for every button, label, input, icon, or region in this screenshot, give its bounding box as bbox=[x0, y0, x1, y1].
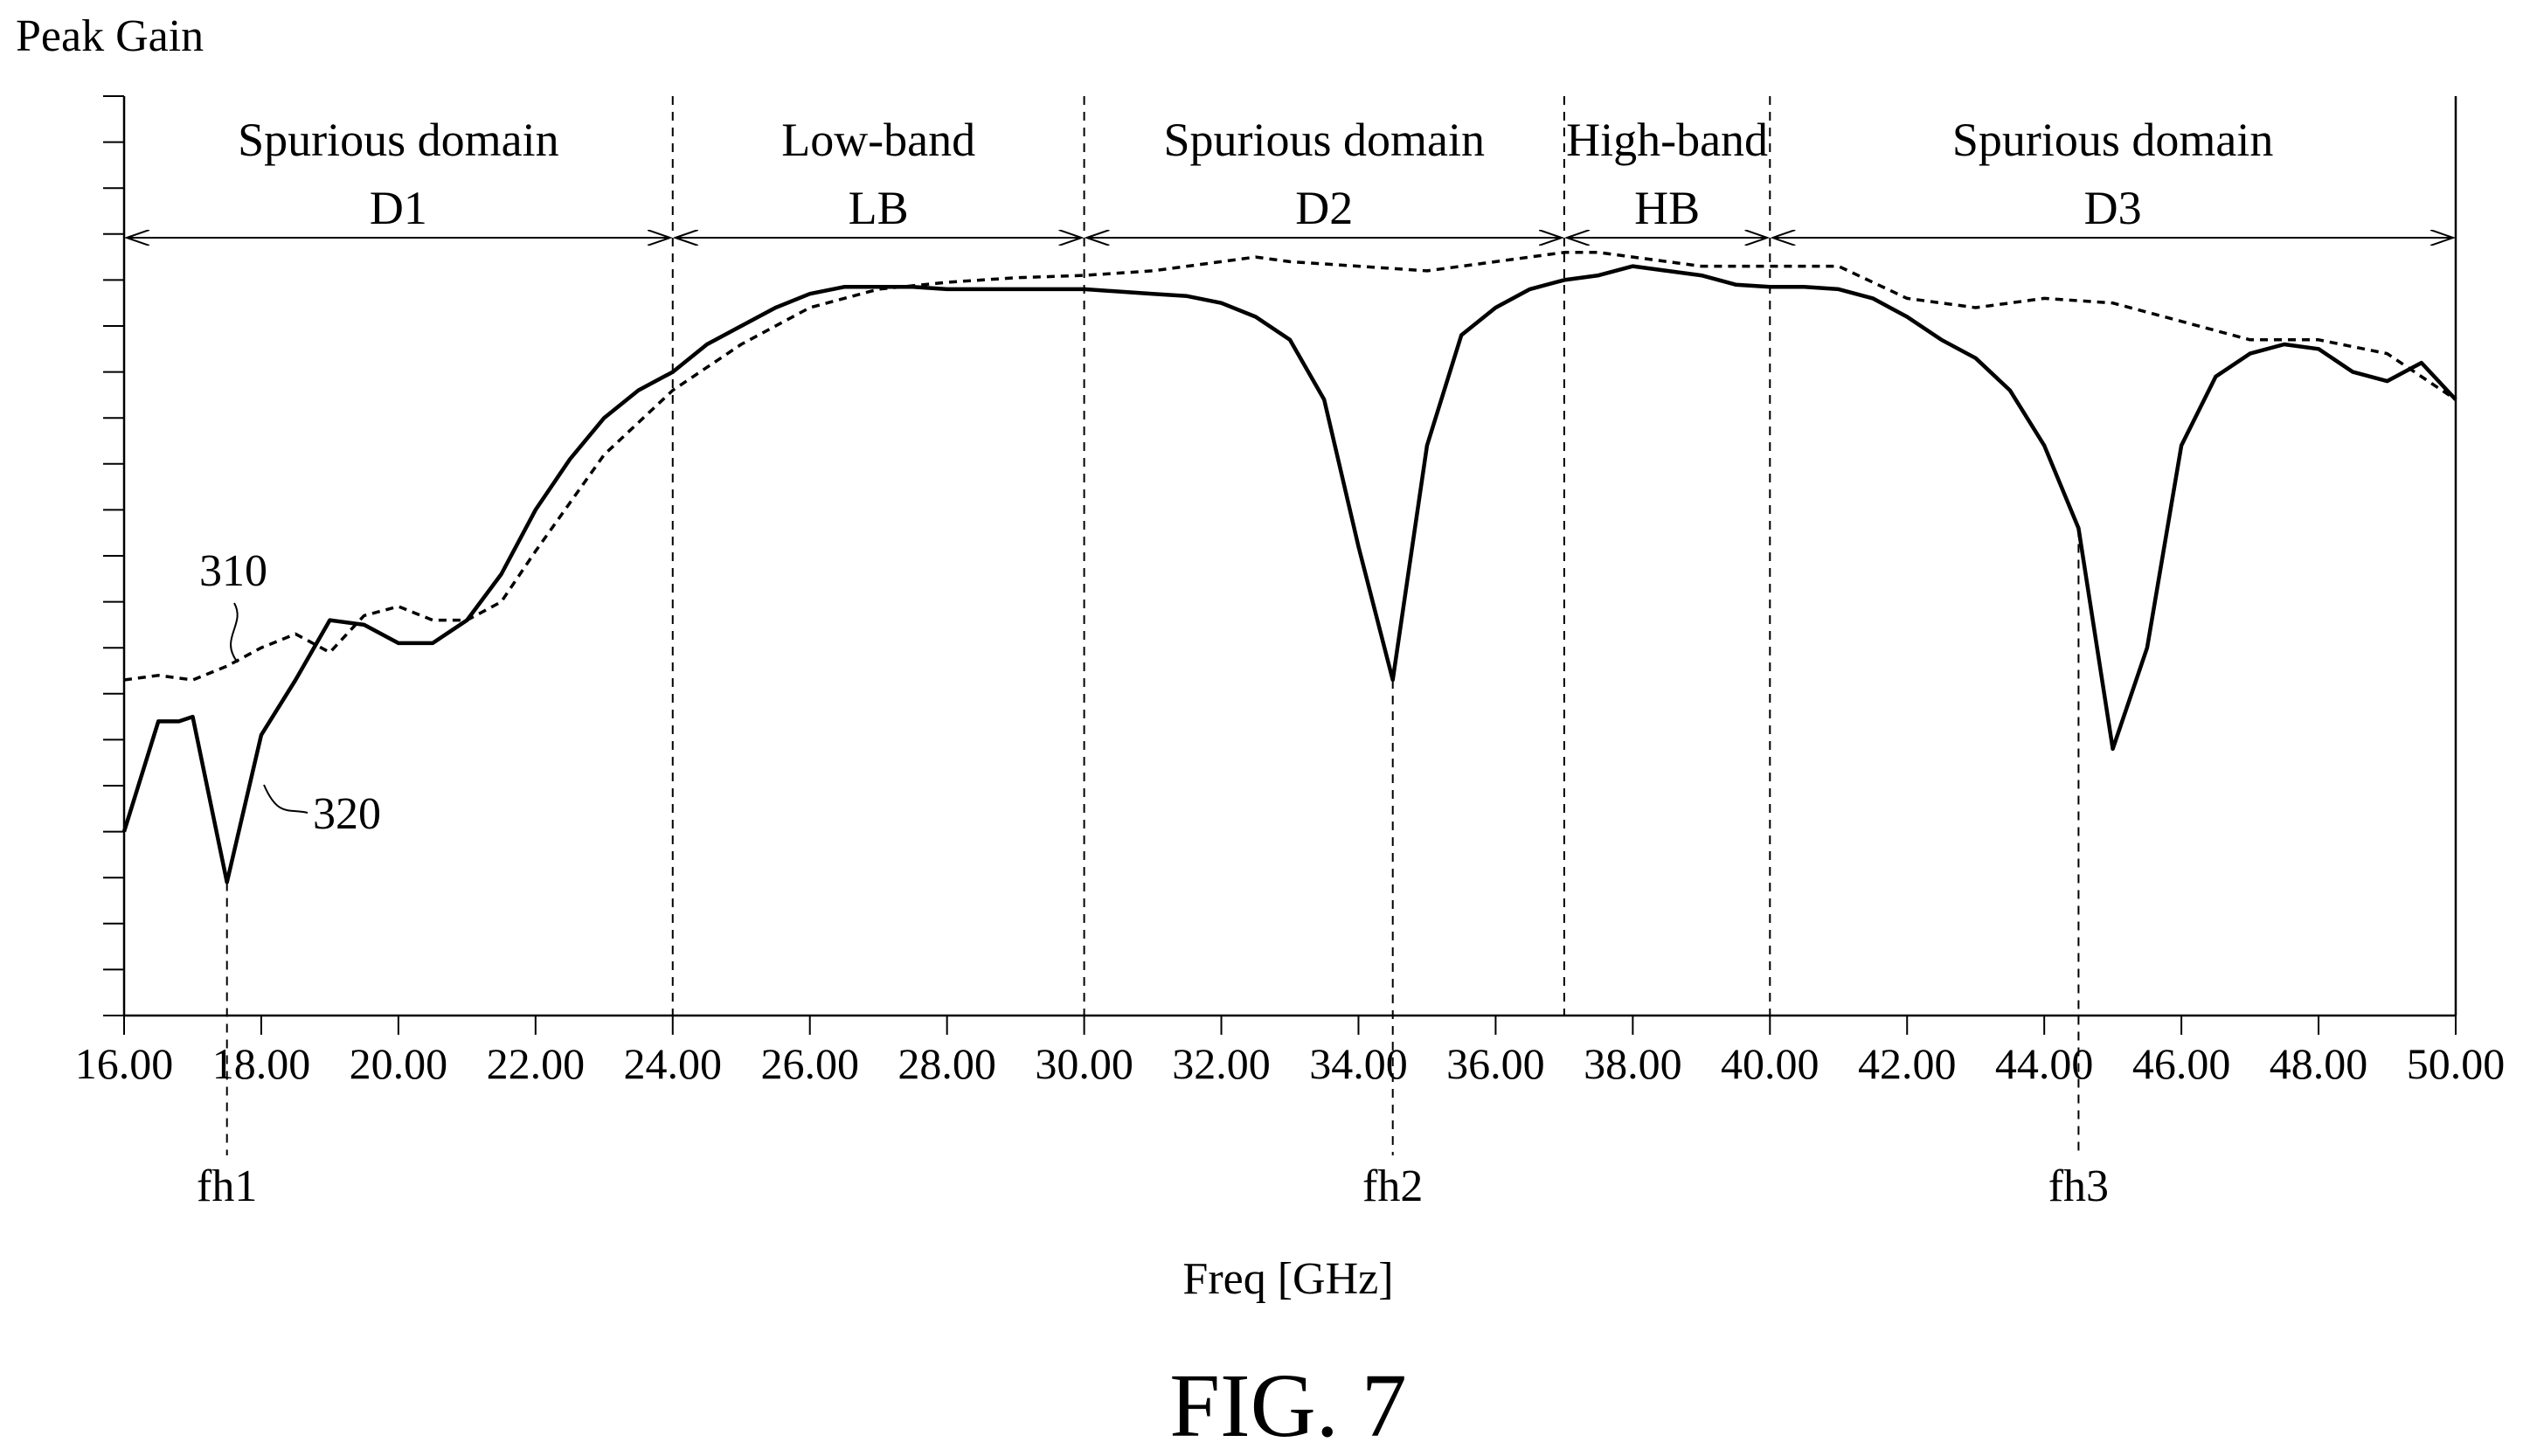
x-tick-label: 22.00 bbox=[487, 1039, 586, 1088]
region-name-label: Low-band bbox=[781, 114, 975, 166]
x-tick-label: 28.00 bbox=[898, 1039, 996, 1088]
x-tick-label: 20.00 bbox=[350, 1039, 448, 1088]
frequency-markers: fh1 fh2 fh3 bbox=[197, 528, 2109, 1211]
x-tick-label: 38.00 bbox=[1584, 1039, 1682, 1088]
x-tick-label: 34.00 bbox=[1309, 1039, 1408, 1088]
x-tick-label: 32.00 bbox=[1172, 1039, 1271, 1088]
y-axis-ticks bbox=[103, 95, 124, 1016]
marker-label: fh3 bbox=[2048, 1161, 2109, 1211]
region-annotations: Spurious domain D1 Low-band LB Spurious doma… bbox=[127, 114, 2453, 238]
marker-label: fh1 bbox=[197, 1161, 257, 1211]
series-320-label: 320 bbox=[313, 789, 381, 839]
x-tick-label: 18.00 bbox=[212, 1039, 311, 1088]
series-310-label: 310 bbox=[199, 546, 267, 596]
x-tick-label: 46.00 bbox=[2132, 1039, 2231, 1088]
x-tick-label: 30.00 bbox=[1035, 1039, 1133, 1088]
x-tick-label: 40.00 bbox=[1721, 1039, 1819, 1088]
region-code-label: HB bbox=[1634, 182, 1700, 234]
region-name-label: Spurious domain bbox=[1952, 114, 2274, 166]
x-tick-label: 16.00 bbox=[75, 1039, 174, 1088]
marker-label: fh2 bbox=[1362, 1161, 1423, 1211]
region-name-label: Spurious domain bbox=[1163, 114, 1485, 166]
x-axis-title: Freq [GHz] bbox=[1182, 1254, 1393, 1304]
series-310-leader bbox=[230, 602, 239, 663]
series-lines bbox=[121, 251, 2457, 884]
region-code-label: D1 bbox=[370, 182, 427, 234]
x-tick-label: 48.00 bbox=[2270, 1039, 2368, 1088]
region-code-label: D3 bbox=[2084, 182, 2142, 234]
x-tick-label: 50.00 bbox=[2407, 1039, 2506, 1088]
region-name-label: High-band bbox=[1566, 114, 1768, 166]
region-code-label: D2 bbox=[1295, 182, 1353, 234]
y-axis-title: Peak Gain bbox=[16, 11, 204, 61]
x-tick-label: 24.00 bbox=[624, 1039, 723, 1088]
series-320-leader bbox=[263, 784, 308, 814]
x-tick-label: 42.00 bbox=[1858, 1039, 1957, 1088]
series-310-line bbox=[123, 251, 2457, 682]
x-axis-ticks: 16.00 18.00 20.00 22.00 24.00 26.00 28.00 30.00… bbox=[75, 1016, 2506, 1088]
x-tick-label: 36.00 bbox=[1446, 1039, 1545, 1088]
x-tick-label: 26.00 bbox=[760, 1039, 859, 1088]
region-code-label: LB bbox=[849, 182, 909, 234]
region-boundaries bbox=[671, 96, 1771, 1016]
region-name-label: Spurious domain bbox=[238, 114, 559, 166]
series-320-line bbox=[121, 264, 2457, 884]
figure-label: FIG. 7 bbox=[1169, 1355, 1407, 1456]
x-tick-label: 44.00 bbox=[1995, 1039, 2094, 1088]
